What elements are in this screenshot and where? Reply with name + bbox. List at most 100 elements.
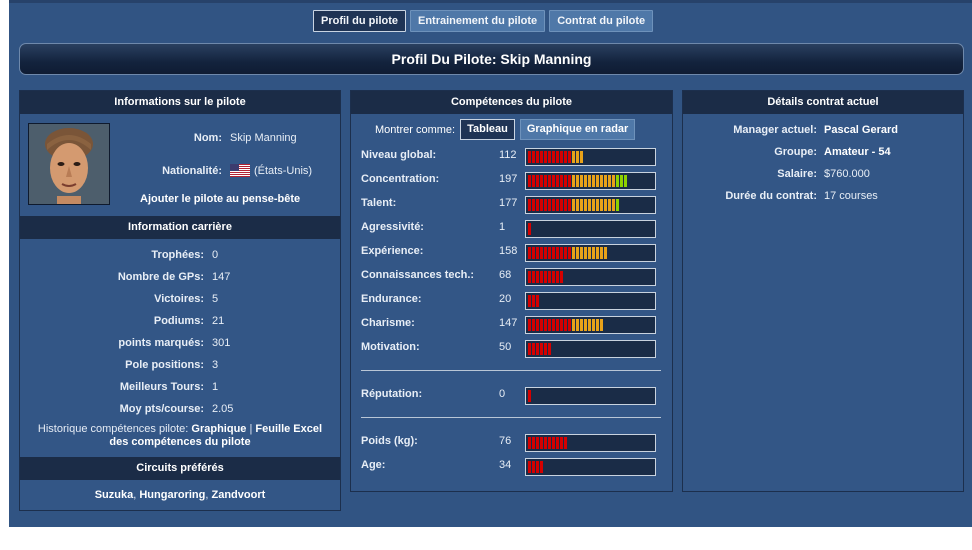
skill-bar-fill bbox=[528, 247, 607, 259]
skill-row: Age: 34 bbox=[351, 458, 672, 476]
skill-bar-segment bbox=[592, 175, 595, 187]
skill-bar-segment bbox=[528, 223, 531, 235]
skill-bar bbox=[525, 340, 656, 358]
skill-bar-segment bbox=[532, 247, 535, 259]
skill-value: 76 bbox=[499, 435, 512, 447]
skill-bar-segment bbox=[540, 175, 543, 187]
skill-bar-segment bbox=[536, 461, 539, 473]
skill-bar-segment bbox=[556, 199, 559, 211]
skill-bar-segment bbox=[612, 199, 615, 211]
history-excel-link[interactable]: Feuille Excel bbox=[255, 423, 323, 435]
skill-bar-segment bbox=[552, 437, 555, 449]
skill-bar-segment bbox=[528, 199, 531, 211]
career-value: 0 bbox=[212, 249, 219, 261]
skill-bar bbox=[525, 292, 656, 310]
skill-bar-fill bbox=[528, 461, 543, 473]
skill-bar-segment bbox=[580, 247, 583, 259]
nationality-value: (États-Unis) bbox=[254, 165, 313, 177]
skill-bar-segment bbox=[560, 151, 563, 163]
circuit-link[interactable]: Zandvoort bbox=[211, 489, 266, 501]
skill-bar-segment bbox=[528, 271, 531, 283]
skill-bar-segment bbox=[528, 319, 531, 331]
skill-bar-segment bbox=[528, 390, 531, 402]
career-row: Trophées: 0 bbox=[20, 248, 340, 262]
career-row: Moy pts/course: 2.05 bbox=[20, 402, 340, 416]
skill-bar-segment bbox=[572, 247, 575, 259]
skill-label: Charisme: bbox=[361, 317, 415, 329]
skill-bar-segment bbox=[548, 343, 551, 355]
skill-row: Endurance: 20 bbox=[351, 292, 672, 310]
career-label: Podiums: bbox=[153, 315, 204, 327]
history-separator: | bbox=[249, 423, 253, 435]
skill-bar-segment bbox=[608, 199, 611, 211]
circuit-link[interactable]: Suzuka bbox=[94, 489, 134, 501]
skill-value: 68 bbox=[499, 269, 512, 281]
contract-label: Salaire: bbox=[777, 168, 817, 180]
circuits-header: Circuits préférés bbox=[20, 457, 340, 480]
circuit-link[interactable]: Hungaroring bbox=[139, 489, 206, 501]
skill-bar-segment bbox=[604, 247, 607, 259]
skill-bar-segment bbox=[612, 175, 615, 187]
table-view-button[interactable]: Tableau bbox=[460, 119, 515, 140]
career-label: Moy pts/course: bbox=[119, 403, 204, 415]
contract-value: Amateur - 54 bbox=[824, 146, 891, 158]
contract-label: Manager actuel: bbox=[733, 124, 817, 136]
skill-bar-segment bbox=[588, 175, 591, 187]
career-row: points marqués: 301 bbox=[20, 336, 340, 350]
skill-value: 1 bbox=[499, 221, 506, 233]
skill-bar-segment bbox=[604, 199, 607, 211]
skill-bar-segment bbox=[580, 199, 583, 211]
tab-profile[interactable]: Profil du pilote bbox=[313, 10, 406, 32]
contract-row: Groupe: Amateur - 54 bbox=[683, 145, 963, 159]
career-row: Pole positions: 3 bbox=[20, 358, 340, 372]
skill-bar-segment bbox=[536, 247, 539, 259]
skill-bar-segment bbox=[568, 247, 571, 259]
skill-bar-segment bbox=[600, 247, 603, 259]
skill-bar-segment bbox=[556, 151, 559, 163]
skill-bar bbox=[525, 316, 656, 334]
skill-bar-segment bbox=[572, 151, 575, 163]
app-area: Profil du pilote Entrainement du pilote … bbox=[9, 0, 972, 527]
skill-label: Age: bbox=[361, 459, 386, 471]
skill-bar-segment bbox=[540, 343, 543, 355]
add-to-watchlist-link[interactable]: Ajouter le pilote au pense-bête bbox=[140, 193, 301, 205]
skill-bar-segment bbox=[572, 319, 575, 331]
skill-bar-segment bbox=[532, 319, 535, 331]
tab-contract[interactable]: Contrat du pilote bbox=[549, 10, 654, 32]
skill-bar-fill bbox=[528, 319, 603, 331]
skill-bar-segment bbox=[532, 199, 535, 211]
contract-row: Salaire: $760.000 bbox=[683, 167, 963, 181]
skill-bar-segment bbox=[540, 319, 543, 331]
divider bbox=[361, 370, 661, 371]
skill-bar-segment bbox=[560, 247, 563, 259]
tab-training[interactable]: Entrainement du pilote bbox=[410, 10, 546, 32]
skill-label: Poids (kg): bbox=[361, 435, 418, 447]
skill-bar-segment bbox=[616, 199, 619, 211]
skills-header: Compétences du pilote bbox=[351, 91, 672, 114]
skill-bar-fill bbox=[528, 223, 531, 235]
skill-bar-segment bbox=[544, 319, 547, 331]
skill-bar bbox=[525, 268, 656, 286]
career-label: Meilleurs Tours: bbox=[119, 381, 204, 393]
history-excel-link-2[interactable]: des compétences du pilote bbox=[109, 436, 251, 448]
skill-value: 147 bbox=[499, 317, 518, 329]
skill-label: Réputation: bbox=[361, 388, 423, 400]
skill-bar-segment bbox=[596, 319, 599, 331]
skill-label: Endurance: bbox=[361, 293, 422, 305]
skill-bar-segment bbox=[544, 175, 547, 187]
divider bbox=[361, 417, 661, 418]
skill-bar-segment bbox=[568, 199, 571, 211]
skill-bar-segment bbox=[552, 319, 555, 331]
skill-bar-segment bbox=[556, 437, 559, 449]
skill-bar-segment bbox=[544, 151, 547, 163]
driver-info-panel: Informations sur le pilote Nom: Skip Man… bbox=[19, 90, 341, 511]
skill-value: 34 bbox=[499, 459, 512, 471]
skill-bar-segment bbox=[536, 437, 539, 449]
history-graph-link[interactable]: Graphique bbox=[191, 423, 247, 435]
nationality-row: Nationalité: (États-Unis) bbox=[20, 164, 340, 178]
radar-view-button[interactable]: Graphique en radar bbox=[519, 119, 636, 140]
skill-bar-segment bbox=[528, 343, 531, 355]
skill-bar-segment bbox=[528, 175, 531, 187]
career-value: 21 bbox=[212, 315, 225, 327]
contract-row: Manager actuel: Pascal Gerard bbox=[683, 123, 963, 137]
